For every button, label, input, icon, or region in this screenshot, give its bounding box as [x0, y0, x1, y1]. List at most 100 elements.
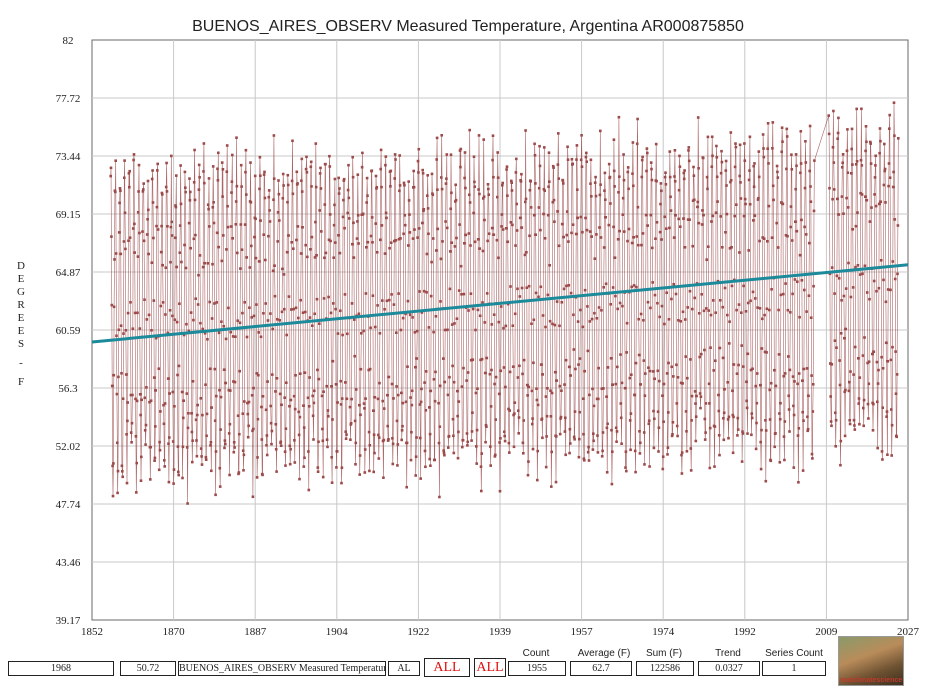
temperature-point: [845, 149, 849, 153]
temperature-point: [531, 422, 534, 426]
temperature-point: [412, 169, 415, 173]
temperature-point: [806, 429, 809, 433]
temperature-point: [214, 493, 217, 497]
temperature-point: [892, 101, 896, 104]
temperature-point: [882, 183, 886, 187]
temperature-point: [413, 331, 417, 334]
temperature-point: [721, 246, 724, 249]
temperature-point: [426, 194, 429, 197]
temperature-point: [723, 388, 726, 391]
temperature-point: [292, 307, 295, 311]
temperature-point: [213, 419, 217, 422]
temperature-point: [425, 252, 429, 256]
temperature-point: [534, 182, 537, 185]
temperature-point: [435, 136, 439, 140]
temperature-point: [670, 297, 673, 301]
chart-title: BUENOS_AIRES_OBSERV Measured Temperature…: [192, 18, 744, 35]
temperature-point: [470, 430, 474, 433]
temperature-point: [182, 416, 185, 420]
temperature-point: [648, 465, 651, 468]
temperature-point: [657, 426, 661, 429]
temperature-point: [732, 363, 736, 366]
temperature-point: [659, 182, 663, 185]
temperature-point: [309, 160, 313, 164]
all-button-1[interactable]: ALL: [424, 658, 470, 677]
temperature-point: [563, 383, 566, 386]
series-name-field[interactable]: BUENOS_AIRES_OBSERV Measured Temperature: [178, 661, 386, 676]
temperature-point: [490, 226, 494, 230]
temperature-point: [256, 456, 259, 459]
temperature-point: [337, 192, 341, 195]
temperature-point: [848, 380, 851, 384]
temperature-point: [397, 292, 400, 295]
temperature-point: [768, 308, 771, 312]
temperature-point: [497, 392, 501, 396]
temperature-point: [642, 431, 646, 434]
temperature-point: [853, 345, 857, 349]
temperature-point: [491, 134, 495, 137]
temperature-point: [786, 234, 789, 238]
temperature-point: [847, 389, 851, 393]
temperature-point: [555, 435, 558, 438]
temperature-point: [575, 158, 578, 161]
temperature-point: [779, 401, 782, 405]
temperature-point: [358, 403, 361, 407]
temperature-point: [276, 318, 279, 321]
temperature-point: [744, 202, 747, 206]
temperature-point: [873, 176, 877, 179]
state-field[interactable]: AL: [388, 661, 420, 676]
temperature-point: [410, 403, 414, 407]
temperature-point: [578, 437, 581, 441]
temperature-point: [662, 382, 666, 386]
temperature-point: [365, 246, 368, 249]
temperature-point: [685, 430, 688, 433]
temperature-point: [698, 312, 701, 315]
temperature-point: [158, 440, 161, 444]
temperature-point: [188, 199, 192, 202]
temperature-point: [593, 311, 596, 315]
value-field[interactable]: 50.72: [120, 661, 176, 676]
temperature-point: [808, 169, 811, 173]
temperature-point: [392, 397, 395, 400]
temperature-point: [788, 430, 791, 433]
year-field[interactable]: 1968: [8, 661, 114, 676]
temperature-point: [141, 230, 144, 233]
temperature-point: [700, 293, 703, 296]
temperature-point: [617, 115, 621, 119]
temperature-point: [291, 139, 294, 143]
temperature-point: [737, 363, 740, 367]
temperature-point: [802, 367, 806, 371]
temperature-point: [623, 386, 627, 390]
temperature-point: [533, 154, 537, 157]
temperature-point: [807, 394, 810, 398]
temperature-point: [155, 224, 158, 228]
temperature-point: [827, 132, 831, 136]
temperature-point: [396, 393, 400, 397]
temperature-point: [546, 213, 550, 217]
temperature-point: [595, 317, 599, 320]
temperature-point: [690, 419, 693, 422]
temperature-point: [602, 246, 606, 249]
temperature-point: [619, 416, 623, 420]
temperature-point: [276, 240, 279, 243]
temperature-point: [874, 164, 877, 167]
temperature-point: [477, 134, 481, 137]
temperature-point: [322, 297, 326, 300]
temperature-point: [398, 184, 402, 187]
temperature-point: [168, 436, 171, 439]
temperature-point: [805, 367, 809, 370]
temperature-point: [198, 176, 201, 179]
temperature-point: [726, 313, 729, 317]
y-tick-label: 56.3: [58, 383, 78, 395]
temperature-point: [189, 190, 192, 194]
all-button-2[interactable]: ALL: [474, 658, 506, 677]
temperature-point: [473, 185, 476, 188]
temperature-point: [680, 453, 683, 457]
realclimatescience-logo[interactable]: realclimatescience: [838, 636, 904, 686]
temperature-point: [245, 193, 248, 196]
temperature-point: [398, 189, 401, 193]
temperature-point: [173, 405, 176, 408]
temperature-point: [501, 181, 504, 185]
temperature-point: [590, 195, 593, 198]
temperature-point: [865, 291, 869, 294]
